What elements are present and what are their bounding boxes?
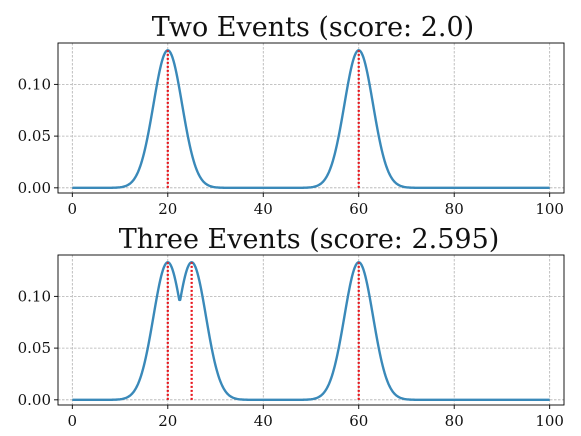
x-tick-label: 40 [254,200,273,218]
x-tick-label: 0 [68,200,78,218]
chart-title: Two Events (score: 2.0) [152,12,474,43]
x-tick-label: 40 [254,412,273,430]
x-tick-label: 100 [535,412,564,430]
y-tick-label: 0.05 [18,339,51,357]
y-tick-label: 0.10 [18,287,51,305]
series-line [72,261,550,402]
plot-frame [57,254,565,406]
x-tick-label: 80 [445,200,464,218]
x-tick-label: 0 [68,412,78,430]
x-tick-label: 80 [445,412,464,430]
chart-panel-three-events: Three Events (score: 2.595) 0 20 40 60 80 100… [18,224,565,430]
plot-frame [57,42,565,194]
chart-title: Three Events (score: 2.595) [119,224,500,255]
x-tick-label: 60 [349,200,368,218]
y-tick-label: 0.05 [18,127,51,145]
x-tick-label: 20 [158,200,177,218]
y-tick-label: 0.00 [18,391,51,409]
x-tick-label: 100 [535,200,564,218]
chart-panel-two-events: Two Events (score: 2.0) 0 20 40 60 80 100 0.00… [18,12,565,218]
y-tick-label: 0.00 [18,179,51,197]
series-line [72,49,550,190]
x-tick-label: 20 [158,412,177,430]
y-tick-label: 0.10 [18,75,51,93]
x-tick-label: 60 [349,412,368,430]
